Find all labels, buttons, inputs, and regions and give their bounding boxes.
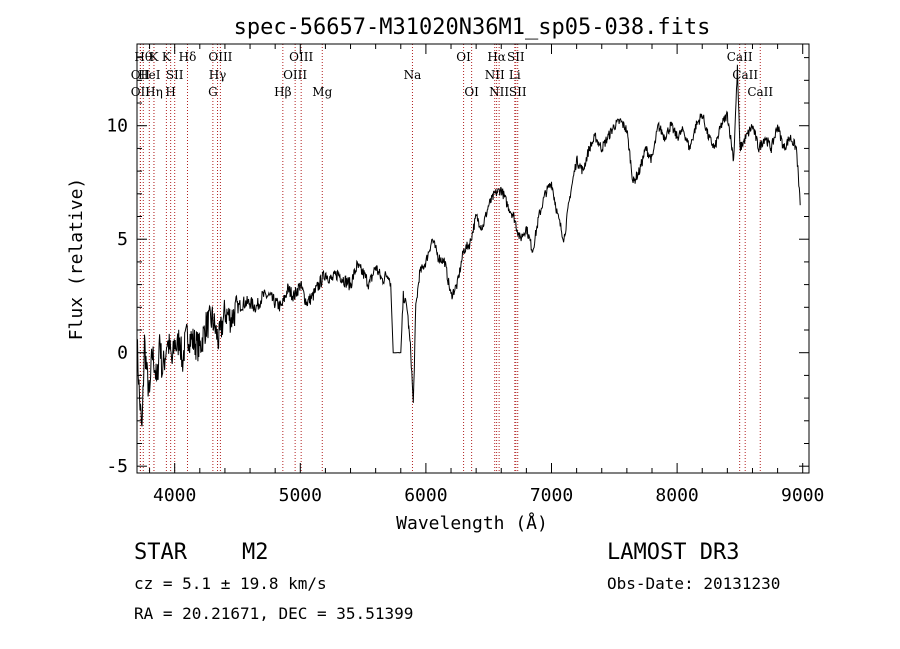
line-label-28: CaII [747, 85, 773, 99]
line-label-11: Hγ [209, 68, 227, 82]
line-label-19: OI [464, 85, 479, 99]
line-label-10: OIII [208, 50, 232, 64]
x-tick-label-0: 4000 [153, 485, 196, 506]
line-label-18: OI [456, 50, 471, 64]
line-label-27: CaII [732, 68, 758, 82]
x-tick-label-4: 8000 [655, 485, 698, 506]
line-label-9: Hδ [179, 50, 197, 64]
line-label-6: K [162, 50, 172, 64]
y-tick-label-3: 10 [106, 116, 128, 137]
line-label-23: SII [507, 50, 525, 64]
line-label-14: OIII [289, 50, 313, 64]
x-tick-label-1: 5000 [279, 485, 322, 506]
x-axis-ticks: 4000 5000 6000 7000 8000 9000 [149, 44, 824, 506]
line-label-0: Hθ [134, 50, 152, 64]
line-label-4: HeI [138, 68, 161, 82]
y-tick-label-0: -5 [106, 456, 128, 477]
object-class: STAR [134, 540, 187, 565]
x-tick-label-5: 9000 [781, 485, 824, 506]
y-axis-ticks: -5 0 5 10 [106, 57, 809, 477]
line-label-20: Hα [487, 50, 506, 64]
redshift-cz: cz = 5.1 ± 19.8 km/s [134, 574, 327, 593]
survey-name: LAMOST DR3 [607, 540, 740, 565]
y-tick-label-1: 0 [117, 343, 128, 364]
line-label-15: OIII [283, 68, 307, 82]
line-label-16: Mg [312, 85, 332, 99]
line-label-17: Na [404, 68, 422, 82]
line-label-12: G [208, 85, 218, 99]
line-label-21: NII [485, 68, 505, 82]
line-label-22: NII [489, 85, 509, 99]
y-tick-label-2: 5 [117, 229, 128, 250]
line-label-3: K [149, 50, 159, 64]
chart-title: spec-56657-M31020N36M1_sp05-038.fits [234, 15, 711, 40]
spectrum-line [136, 64, 801, 427]
line-label-5: Hη [145, 85, 163, 99]
line-label-26: CaII [727, 50, 753, 64]
line-label-25: SII [509, 85, 527, 99]
x-tick-label-2: 6000 [404, 485, 447, 506]
line-label-24: Li [509, 68, 521, 82]
coordinates: RA = 20.21671, DEC = 35.51399 [134, 604, 414, 623]
object-subclass: M2 [242, 540, 269, 565]
line-label-1: OII [131, 68, 151, 82]
line-label-2: OII [131, 85, 151, 99]
line-label-8: H [165, 85, 175, 99]
spectral-line-markers [139, 44, 761, 473]
line-label-13: Hβ [274, 85, 291, 99]
line-label-7: SII [166, 68, 184, 82]
x-tick-label-3: 7000 [530, 485, 573, 506]
plot-frame [136, 43, 810, 474]
observation-date: Obs-Date: 20131230 [607, 574, 781, 593]
y-axis-label: Flux (relative) [66, 178, 87, 341]
x-axis-label: Wavelength (Å) [396, 512, 548, 534]
